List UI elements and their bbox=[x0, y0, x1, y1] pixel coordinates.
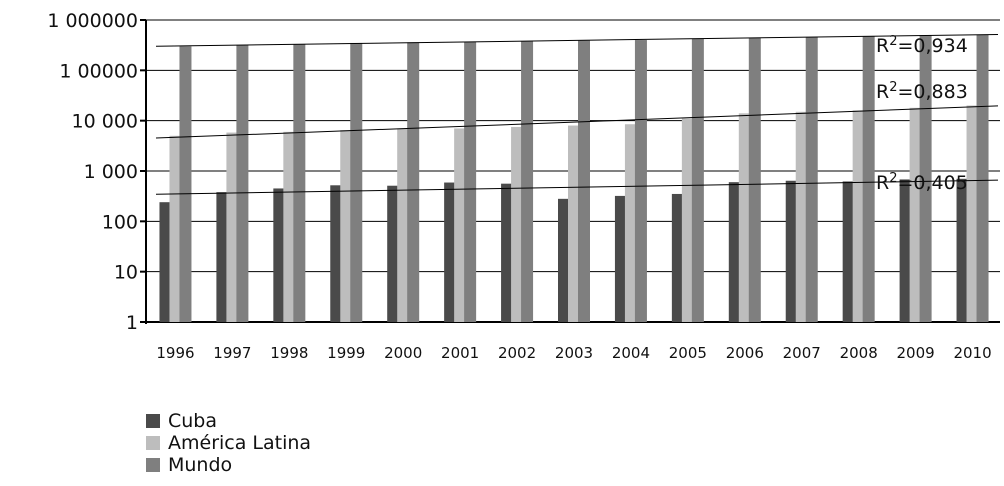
bar-américa-latina bbox=[909, 107, 922, 322]
x-tick-label: 2007 bbox=[783, 344, 821, 362]
legend: Cuba América Latina Mundo bbox=[146, 410, 311, 476]
bar-américa-latina bbox=[511, 126, 524, 322]
r-squared-label: R2=0,405 bbox=[876, 171, 968, 194]
x-tick-label: 2000 bbox=[384, 344, 422, 362]
bar-américa-latina bbox=[169, 135, 182, 322]
bar-cuba bbox=[671, 193, 684, 322]
bar-cuba bbox=[444, 182, 457, 322]
x-tick-label: 1997 bbox=[213, 344, 251, 362]
bar-cuba bbox=[387, 185, 400, 322]
bar-chart: 1 10 100 1 000 10 000 1 00000 1 000000 1996 1997… bbox=[47, 10, 1000, 362]
r-squared-label: R2=0,883 bbox=[876, 80, 968, 103]
y-tick-label: 1 00000 bbox=[59, 60, 138, 82]
legend-label: América Latina bbox=[168, 432, 312, 454]
x-tick-label: 2006 bbox=[726, 344, 764, 362]
bar-cuba bbox=[558, 198, 570, 322]
trendline bbox=[155, 105, 999, 139]
bar-américa-latina bbox=[852, 110, 865, 322]
bar-américa-latina bbox=[738, 113, 751, 322]
bar-américa-latina bbox=[454, 128, 467, 322]
trendline bbox=[155, 33, 999, 47]
x-tick-label: 2009 bbox=[897, 344, 935, 362]
y-tick-label: 10 bbox=[114, 262, 138, 284]
x-tick-label: 1996 bbox=[156, 344, 194, 362]
y-tick-label: 1 000 bbox=[84, 161, 138, 183]
bar-mundo bbox=[293, 44, 306, 322]
bar-cuba bbox=[614, 195, 627, 322]
bar-mundo bbox=[862, 36, 875, 322]
x-tick-label: 2003 bbox=[555, 344, 593, 362]
y-tick-label: 1 bbox=[126, 312, 138, 334]
x-tick-label: 2005 bbox=[669, 344, 707, 362]
bar-américa-latina bbox=[624, 124, 637, 323]
bar-cuba bbox=[159, 202, 172, 322]
bar-mundo bbox=[634, 40, 647, 322]
y-tick-label: 1 000000 bbox=[47, 10, 138, 32]
bar-américa-latina bbox=[681, 118, 694, 322]
legend-swatch bbox=[146, 458, 160, 472]
legend-label: Mundo bbox=[168, 454, 233, 476]
x-tick-label: 2002 bbox=[498, 344, 536, 362]
x-tick-label: 1999 bbox=[327, 344, 365, 362]
y-tick-label: 10 000 bbox=[72, 111, 138, 133]
bar-cuba bbox=[785, 180, 798, 322]
bar-américa-latina bbox=[397, 128, 410, 322]
bar-mundo bbox=[350, 42, 363, 322]
bar-mundo bbox=[521, 41, 534, 323]
bar-mundo bbox=[407, 42, 420, 323]
r-squared-label: R2=0,934 bbox=[876, 34, 968, 57]
bar-américa-latina bbox=[226, 132, 239, 322]
bar-cuba bbox=[956, 178, 969, 322]
legend-swatch bbox=[146, 436, 160, 450]
bar-américa-latina bbox=[568, 125, 580, 323]
bar-cuba bbox=[216, 192, 229, 322]
legend-item: Cuba bbox=[146, 410, 311, 432]
bar-cuba bbox=[728, 182, 741, 322]
bar-cuba bbox=[899, 179, 912, 322]
bar-mundo bbox=[236, 44, 249, 323]
bar-cuba bbox=[842, 181, 855, 322]
bar-mundo bbox=[691, 38, 704, 322]
bar-cuba bbox=[330, 185, 343, 322]
bar-mundo bbox=[748, 37, 761, 322]
x-tick-label: 2001 bbox=[441, 344, 479, 362]
bar-mundo bbox=[976, 34, 989, 323]
x-tick-label: 2008 bbox=[840, 344, 878, 362]
legend-item: América Latina bbox=[146, 432, 311, 454]
bar-américa-latina bbox=[795, 111, 808, 322]
bar-mundo bbox=[919, 35, 932, 322]
bar-cuba bbox=[501, 183, 514, 322]
y-tick-label: 100 bbox=[102, 211, 138, 233]
bar-cuba bbox=[273, 188, 286, 322]
trendline bbox=[155, 179, 999, 195]
legend-swatch bbox=[146, 414, 160, 428]
bar-mundo bbox=[179, 46, 192, 322]
bar-américa-latina bbox=[340, 130, 353, 322]
x-tick-label: 1998 bbox=[270, 344, 308, 362]
legend-label: Cuba bbox=[168, 410, 218, 432]
bar-américa-latina bbox=[966, 105, 979, 322]
x-tick-label: 2010 bbox=[953, 344, 991, 362]
x-tick-label: 2004 bbox=[612, 344, 650, 362]
legend-item: Mundo bbox=[146, 454, 311, 476]
bar-mundo bbox=[805, 36, 818, 323]
bar-mundo bbox=[464, 41, 477, 322]
bar-mundo bbox=[578, 40, 590, 323]
bar-américa-latina bbox=[283, 131, 296, 322]
